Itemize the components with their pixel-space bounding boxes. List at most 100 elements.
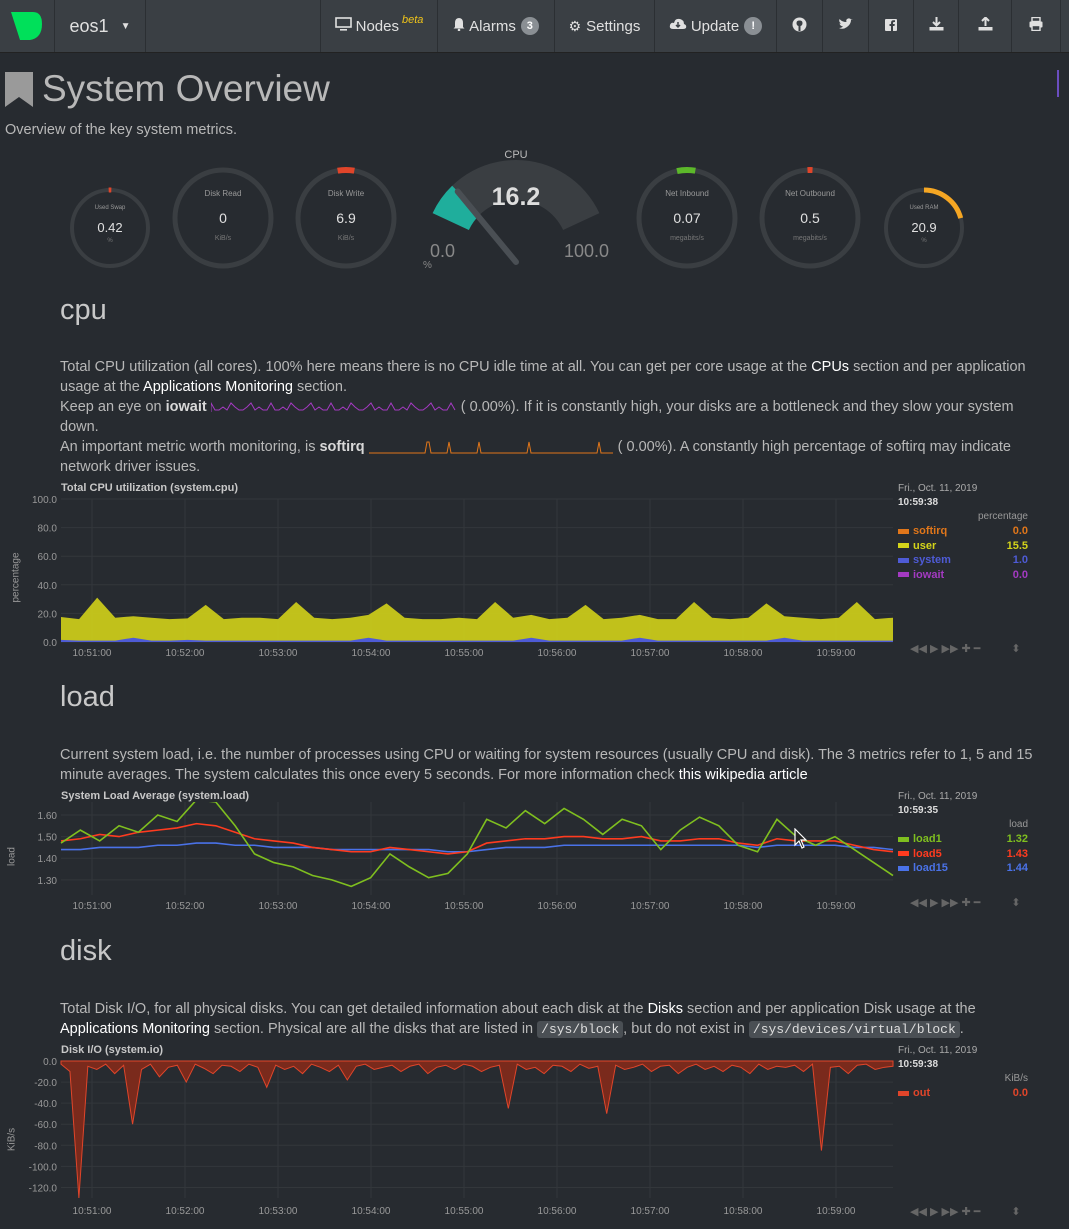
- load-legend-units: load: [1009, 819, 1028, 830]
- iowait-desc-text: down.: [60, 419, 99, 435]
- disk-ytick-label: -60.0: [34, 1120, 57, 1131]
- net-out-gauge-unit: megabits/s: [793, 235, 827, 242]
- legend-swatch-icon: [898, 557, 909, 563]
- gauges-row: [70, 159, 964, 269]
- cpu-section-heading: cpu: [60, 294, 107, 326]
- cpu-xtick-label: 10:56:00: [538, 648, 577, 659]
- monitor-icon: [334, 17, 352, 35]
- cpu-ytick-label: 60.0: [38, 552, 58, 563]
- download-icon: [929, 17, 944, 35]
- load-xtick-label: 10:54:00: [352, 901, 391, 912]
- legend-swatch-icon: [898, 528, 909, 534]
- load-xtick-label: 10:56:00: [538, 901, 577, 912]
- cpu-gauge-label: CPU: [504, 149, 528, 161]
- cpu-gauge-max: 100.0: [564, 241, 610, 261]
- github-icon: [792, 17, 807, 36]
- facebook-button[interactable]: [868, 0, 913, 52]
- load-legend-item[interactable]: load5 1.43: [898, 848, 1028, 863]
- cpu-gauge-fill: [432, 185, 480, 231]
- caret-down-icon: ▼: [120, 20, 131, 32]
- load-legend-name: load5: [898, 848, 942, 863]
- gear-icon: ⚙: [568, 17, 582, 34]
- apps-monitoring-link[interactable]: Applications Monitoring: [143, 379, 293, 395]
- cpu-legend-value: 15.5: [1006, 539, 1028, 552]
- host-name: eos1: [69, 15, 109, 36]
- disk-legend-name: out: [898, 1087, 930, 1102]
- load-xtick-label: 10:58:00: [724, 901, 763, 912]
- swap-gauge-value: 0.42: [97, 220, 123, 235]
- alarms-button[interactable]: Alarms 3: [437, 0, 554, 52]
- cpus-link[interactable]: CPUs: [811, 359, 850, 375]
- cpu-system-area: [61, 637, 893, 642]
- load-chart[interactable]: 1.60 1.50 1.40 1.30 10:51:00 10:52:00 10:53:00…: [0, 802, 900, 914]
- cpu-chart[interactable]: 100.0 80.0 60.0 40.0 20.0 0.0 10:51:00 10:52:00…: [0, 492, 900, 662]
- cpu-xtick-label: 10:52:00: [166, 648, 205, 659]
- disk-xtick-label: 10:59:00: [817, 1206, 856, 1217]
- disk-xtick-label: 10:54:00: [352, 1206, 391, 1217]
- disk-legend-units: KiB/s: [1004, 1073, 1028, 1084]
- cpu-chart-controls[interactable]: ◀◀ ▶ ▶▶ ✚ ━ ⬍: [910, 643, 1021, 655]
- load-load15-line: [61, 842, 894, 853]
- load-desc-text: Current system load, i.e. the number of …: [60, 747, 1033, 763]
- update-badge: !: [744, 17, 763, 35]
- load-section-description: Current system load, i.e. the number of …: [60, 745, 1050, 785]
- disk-write-gauge-unit: KiB/s: [337, 235, 355, 242]
- apps-monitoring-link[interactable]: Applications Monitoring: [60, 1021, 210, 1037]
- iowait-label: iowait: [165, 399, 207, 415]
- nodes-button[interactable]: Nodes beta: [320, 0, 437, 52]
- ram-gauge-unit: %: [921, 238, 927, 244]
- load-chart-title: System Load Average (system.load): [61, 790, 250, 802]
- net-in-gauge-label: Net Inbound: [665, 189, 709, 198]
- disk-chart[interactable]: 0.0 -20.0 -40.0 -60.0 -80.0 -100.0 -120.0 10:51…: [0, 1052, 900, 1229]
- host-selector[interactable]: eos1 ▼: [54, 0, 146, 52]
- softirq-desc-text: network driver issues.: [60, 459, 201, 475]
- cpu-legend: softirq 0.0 user 15.5 system 1.0 iowait 0.0: [898, 525, 1028, 583]
- cpu-legend-item[interactable]: system 1.0: [898, 554, 1028, 569]
- load-chart-controls[interactable]: ◀◀ ▶ ▶▶ ✚ ━ ⬍: [910, 897, 1021, 909]
- cpu-legend-item[interactable]: iowait 0.0: [898, 569, 1028, 584]
- disks-link[interactable]: Disks: [647, 1001, 684, 1017]
- load-legend-time: 10:59:35: [898, 805, 939, 816]
- disk-legend-date: Fri., Oct. 11, 2019: [898, 1045, 978, 1056]
- disk-ytick-label: -100.0: [29, 1162, 58, 1173]
- twitter-button[interactable]: [822, 0, 868, 52]
- disk-read-gauge-track: [172, 167, 274, 269]
- load-legend-item[interactable]: load15 1.44: [898, 862, 1028, 877]
- disk-xtick-label: 10:55:00: [445, 1206, 484, 1217]
- disk-read-gauge-label: Disk Read: [204, 189, 242, 198]
- cpu-legend-item[interactable]: softirq 0.0: [898, 525, 1028, 540]
- cpu-legend-item[interactable]: user 15.5: [898, 540, 1028, 555]
- bell-icon: [453, 17, 465, 35]
- cpu-ytick-label: 80.0: [38, 524, 58, 535]
- print-button[interactable]: [1011, 0, 1061, 52]
- disk-read-gauge-unit: KiB/s: [214, 235, 232, 242]
- scroll-indicator[interactable]: [1057, 70, 1059, 97]
- printer-icon: [1029, 16, 1043, 35]
- sys-block-code: /sys/block: [537, 1021, 624, 1038]
- disk-xtick-label: 10:52:00: [166, 1206, 205, 1217]
- update-button[interactable]: Update !: [654, 0, 776, 52]
- netdata-logo-icon[interactable]: [8, 10, 44, 42]
- disk-legend-item[interactable]: out 0.0: [898, 1087, 1028, 1102]
- load-legend-item[interactable]: load1 1.32: [898, 833, 1028, 848]
- cpu-ytick-label: 20.0: [38, 609, 58, 620]
- legend-swatch-icon: [898, 851, 909, 857]
- disk-section-description: Total Disk I/O, for all physical disks. …: [60, 999, 1060, 1040]
- load-xtick-label: 10:52:00: [166, 901, 205, 912]
- upload-button[interactable]: [958, 0, 1011, 52]
- github-button[interactable]: [776, 0, 822, 52]
- disk-ytick-label: -20.0: [34, 1078, 57, 1089]
- cpu-ytick-label: 0.0: [43, 638, 57, 649]
- swap-gauge-label: Used Swap: [94, 205, 126, 211]
- load-ytick-label: 1.60: [38, 811, 58, 822]
- disk-desc-text: , but do not exist in: [623, 1021, 749, 1037]
- nodes-label: Nodes: [355, 17, 399, 35]
- bookmark-icon: [5, 72, 33, 112]
- disk-chart-controls[interactable]: ◀◀ ▶ ▶▶ ✚ ━ ⬍: [910, 1206, 1021, 1218]
- download-button[interactable]: [913, 0, 958, 52]
- cloud-download-icon: [669, 17, 687, 35]
- settings-button[interactable]: ⚙ Settings: [554, 0, 654, 52]
- cpu-xtick-label: 10:53:00: [259, 648, 298, 659]
- cpu-xtick-label: 10:54:00: [352, 648, 391, 659]
- wikipedia-link[interactable]: this wikipedia article: [678, 767, 808, 783]
